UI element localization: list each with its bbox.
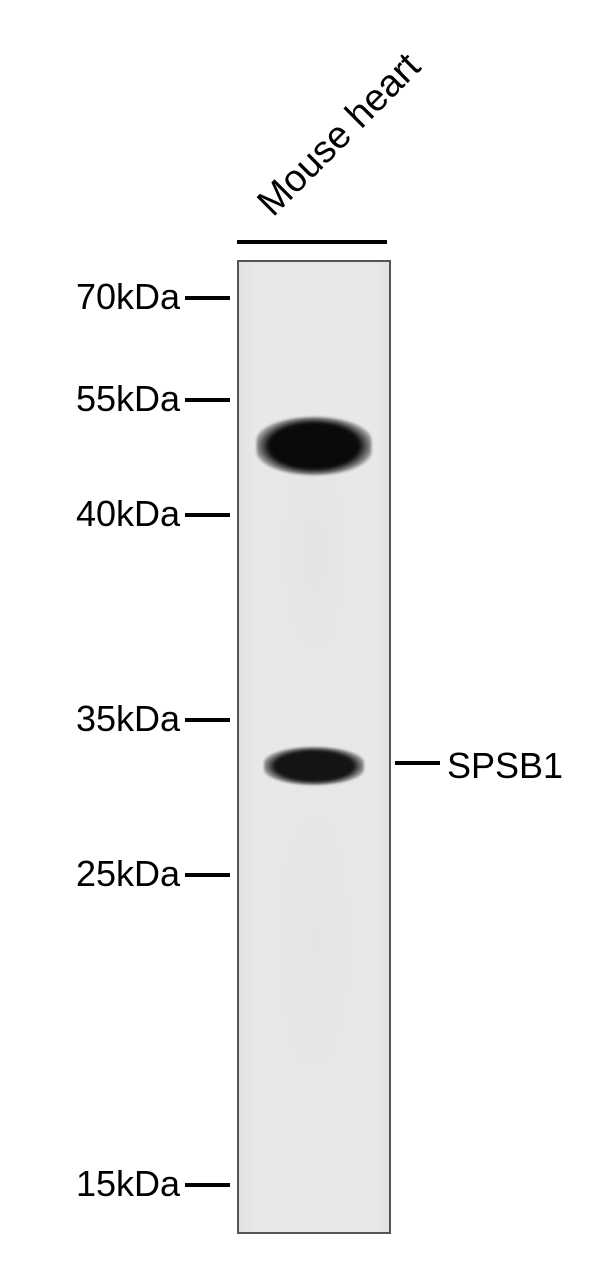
target-tick bbox=[395, 761, 440, 765]
lane-underline bbox=[237, 240, 387, 244]
mw-tick bbox=[185, 873, 230, 877]
mw-label: 70kDa bbox=[76, 276, 180, 318]
mw-label: 15kDa bbox=[76, 1163, 180, 1205]
blot-band bbox=[257, 417, 372, 475]
mw-tick bbox=[185, 398, 230, 402]
mw-tick bbox=[185, 296, 230, 300]
blot-lane bbox=[237, 260, 391, 1234]
mw-tick bbox=[185, 513, 230, 517]
blot-band bbox=[264, 747, 364, 785]
mw-label: 35kDa bbox=[76, 698, 180, 740]
mw-label: 55kDa bbox=[76, 378, 180, 420]
mw-label: 25kDa bbox=[76, 853, 180, 895]
target-label: SPSB1 bbox=[447, 745, 563, 787]
mw-label: 40kDa bbox=[76, 493, 180, 535]
mw-tick bbox=[185, 1183, 230, 1187]
mw-tick bbox=[185, 718, 230, 722]
lane-label: Mouse heart bbox=[250, 45, 430, 225]
western-blot-figure: Mouse heart SPSB1 70kDa 55kDa 40kDa 35kDa 25… bbox=[0, 0, 603, 1280]
